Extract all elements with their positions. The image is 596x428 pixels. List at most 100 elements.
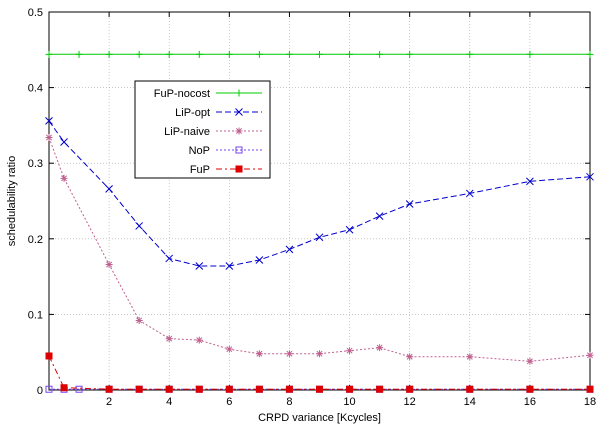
data-point-fup — [376, 385, 384, 393]
legend-marker-lip-opt — [235, 108, 243, 116]
data-point-fup — [255, 385, 263, 393]
data-point-fup — [406, 385, 414, 393]
x-tick-label: 4 — [166, 396, 172, 408]
y-axis-label: schedulability ratio — [6, 156, 18, 247]
data-point-fup — [526, 385, 534, 393]
y-tick-label: 0.3 — [28, 158, 43, 170]
data-point-lip-opt — [375, 212, 384, 220]
data-point-fup — [466, 385, 474, 393]
series-line-lip-naive — [48, 137, 591, 362]
data-point-lip-naive — [406, 353, 414, 361]
data-point-lip-naive — [526, 357, 534, 365]
data-point-fup — [316, 385, 323, 393]
data-point-fup-nocost — [135, 50, 143, 58]
legend-marker-fup — [235, 165, 243, 173]
data-point-lip-opt — [105, 185, 113, 193]
data-point-fup-nocost — [225, 50, 233, 58]
data-point-lip-naive — [165, 335, 173, 343]
data-point-fup-nocost — [75, 50, 83, 58]
legend-marker-fup-nocost — [235, 89, 243, 97]
x-tick-label: 8 — [286, 396, 292, 408]
data-point-fup — [586, 385, 594, 393]
data-point-lip-opt — [345, 225, 354, 234]
data-point-fup — [285, 385, 293, 393]
y-tick-label: 0.4 — [28, 83, 43, 95]
data-point-fup — [225, 385, 233, 393]
data-point-fup-nocost — [466, 50, 474, 58]
data-point-lip-naive — [225, 345, 233, 353]
data-point-fup-nocost — [45, 50, 53, 58]
data-point-fup-nocost — [406, 50, 414, 58]
data-point-fup-nocost — [316, 50, 323, 58]
data-point-fup — [105, 385, 113, 393]
series-line-fup — [48, 355, 590, 390]
x-tick-label: 12 — [404, 396, 416, 408]
data-point-lip-naive — [255, 350, 263, 358]
data-point-lip-opt — [586, 172, 594, 181]
data-point-lip-naive — [346, 347, 354, 355]
x-tick-label: 14 — [464, 396, 476, 408]
data-point-fup — [135, 385, 143, 393]
data-point-nop — [45, 385, 53, 393]
data-point-lip-naive — [586, 351, 594, 359]
data-point-fup-nocost — [346, 50, 354, 58]
data-point-lip-opt — [195, 262, 204, 270]
series-fup-nocost — [45, 50, 594, 58]
legend-box — [134, 80, 271, 179]
legend-label-fup-nocost: FuP-nocost — [154, 88, 210, 100]
data-point-fup-nocost — [105, 50, 113, 58]
data-point-fup — [60, 384, 68, 392]
data-point-lip-naive — [105, 261, 113, 269]
data-point-lip-opt — [225, 262, 234, 270]
data-point-fup-nocost — [586, 50, 594, 58]
legend-item-nop: NoP — [189, 145, 262, 157]
data-point-lip-opt — [165, 254, 174, 263]
data-point-fup-nocost — [255, 50, 263, 58]
legend-item-lip-naive: LiP-naive — [164, 126, 262, 138]
data-point-fup — [45, 352, 53, 360]
data-point-lip-opt — [285, 245, 294, 254]
x-tick-label: 16 — [524, 396, 536, 408]
plot-frame — [48, 11, 591, 391]
y-tick-label: 0.1 — [28, 309, 43, 321]
data-point-lip-opt — [526, 177, 534, 186]
legend-label-fup: FuP — [190, 164, 210, 176]
data-point-lip-naive — [466, 353, 474, 361]
x-tick-label: 2 — [106, 396, 112, 408]
y-tick-label: 0 — [37, 385, 43, 397]
x-tick-label: 18 — [584, 396, 596, 408]
data-point-fup — [346, 385, 354, 393]
y-tick-label: 0.5 — [28, 7, 43, 19]
data-point-lip-naive — [195, 336, 203, 344]
legend-label-nop: NoP — [189, 145, 210, 157]
data-point-nop — [75, 385, 83, 393]
data-point-fup-nocost — [285, 50, 293, 58]
legend-item-fup: FuP — [190, 164, 262, 176]
data-point-fup-nocost — [165, 50, 173, 58]
legend-item-lip-opt: LiP-opt — [175, 107, 262, 119]
data-point-fup-nocost — [195, 50, 203, 58]
data-point-lip-naive — [45, 133, 53, 141]
legend-label-lip-naive: LiP-naive — [164, 126, 210, 138]
data-point-lip-naive — [135, 316, 143, 324]
x-axis-label: CRPD variance [Kcycles] — [258, 412, 381, 424]
data-point-lip-opt — [255, 256, 264, 264]
data-point-lip-naive — [285, 350, 293, 358]
data-point-fup-nocost — [526, 50, 534, 58]
legend-marker-nop — [235, 146, 243, 154]
data-point-fup — [195, 385, 203, 393]
data-point-lip-naive — [316, 350, 323, 358]
data-point-lip-opt — [45, 117, 53, 125]
axis-ticks: 2 4 6 8 10 12 14 16 18 0 0.1 0.2 0.3 0.4 0.5 — [28, 7, 596, 408]
data-point-lip-opt — [465, 189, 474, 198]
x-tick-label: 10 — [343, 396, 355, 408]
data-point-fup — [165, 385, 173, 393]
series-lip-opt — [45, 117, 594, 270]
series-fup — [45, 352, 594, 393]
series-line-lip-opt — [48, 120, 591, 267]
data-point-lip-opt — [60, 138, 68, 146]
legend-item-fup-nocost: FuP-nocost — [154, 88, 262, 100]
data-point-lip-opt — [405, 200, 414, 208]
data-point-lip-opt — [315, 233, 324, 242]
